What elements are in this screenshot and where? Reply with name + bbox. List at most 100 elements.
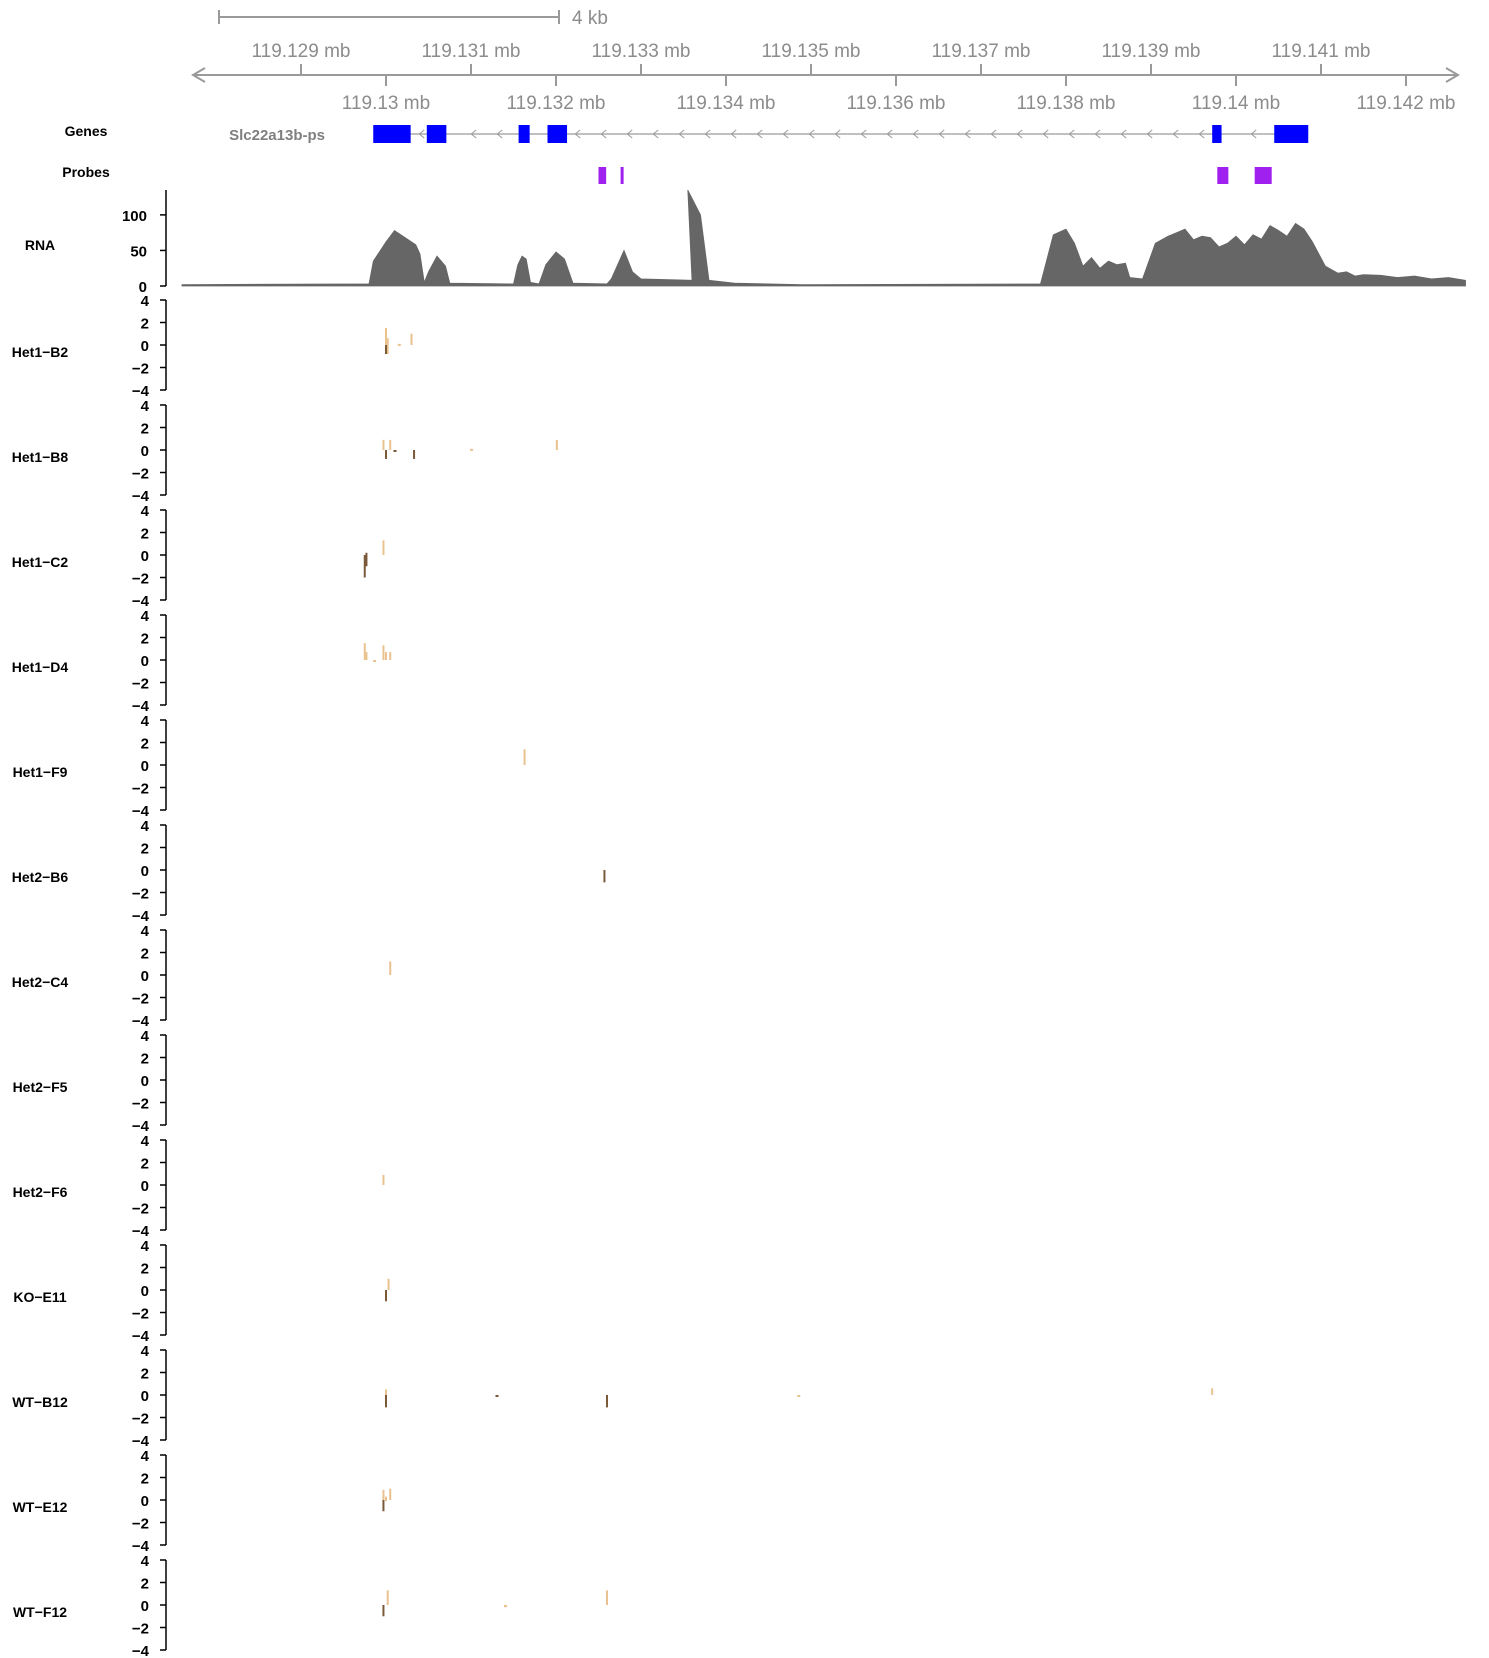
scale-bar-label: 4 kb — [572, 8, 608, 29]
scale-bar: 4 kb — [218, 8, 608, 29]
sample-y-tick-label: 2 — [141, 736, 149, 753]
strand-arrow — [1120, 129, 1127, 139]
probe-block — [1254, 167, 1272, 184]
sample-mark — [385, 1496, 387, 1502]
sample-track: 4 2 0 −2 −4 WT−B12 — [12, 1343, 1214, 1450]
sample-y-tick-label: 0 — [141, 1598, 149, 1615]
sample-mark — [363, 555, 366, 578]
probe-block — [1217, 167, 1229, 184]
sample-y-tick-label: 2 — [141, 841, 149, 858]
sample-mark — [382, 1605, 385, 1617]
sample-y-tick-label: 0 — [141, 1178, 149, 1195]
sample-mark — [385, 450, 387, 459]
sample-mark — [389, 652, 392, 660]
rna-track-label: RNA — [25, 237, 55, 253]
sample-y-tick-label: 4 — [141, 923, 150, 940]
sample-track: 4 2 0 −2 −4 WT−E12 — [13, 1448, 392, 1555]
sample-mark — [385, 1389, 387, 1395]
sample-mark — [363, 643, 366, 660]
sample-y-tick-label: 4 — [141, 1238, 150, 1255]
sample-track: 4 2 0 −2 −4 Het2−C4 — [12, 923, 392, 1030]
axis-top-tick-label: 119.139 mb — [1102, 41, 1201, 62]
sample-track-label: WT−B12 — [12, 1394, 68, 1410]
strand-arrow — [574, 129, 581, 139]
gene-exon — [426, 125, 447, 143]
probe-track — [598, 167, 1272, 184]
sample-y-tick-label: −2 — [132, 1411, 149, 1428]
gene-exon — [547, 125, 568, 143]
sample-mark — [797, 1395, 801, 1397]
sample-track: 4 2 0 −2 −4 Het2−B6 — [12, 818, 606, 925]
sample-y-tick-label: −4 — [132, 1013, 150, 1030]
strand-arrow — [1250, 129, 1257, 139]
axis-bottom-tick-label: 119.134 mb — [677, 93, 776, 114]
sample-y-tick-label: −2 — [132, 1201, 149, 1218]
sample-y-tick-label: 0 — [141, 443, 149, 460]
sample-mark — [393, 450, 397, 452]
sample-track: 4 2 0 −2 −4 WT−F12 — [13, 1553, 608, 1658]
sample-track: 4 2 0 −2 −4 Het2−F6 — [13, 1133, 385, 1240]
strand-arrow — [1042, 129, 1049, 139]
axis-bottom-tick-label: 119.14 mb — [1192, 93, 1280, 114]
sample-mark — [504, 1605, 507, 1608]
sample-mark — [495, 1395, 499, 1397]
axis-bottom-tick-label: 119.142 mb — [1357, 93, 1456, 114]
sample-y-tick-label: 0 — [141, 968, 149, 985]
axis-top-tick-label: 119.129 mb — [252, 41, 351, 62]
sample-mark — [387, 1278, 390, 1290]
sample-y-tick-label: −2 — [132, 991, 149, 1008]
rna-coverage-track: 0 50 100 — [122, 189, 1466, 296]
sample-mark — [413, 450, 416, 459]
sample-y-tick-label: −2 — [132, 1516, 149, 1533]
sample-mark — [389, 439, 392, 450]
sample-track-label: KO−E11 — [13, 1289, 67, 1305]
sample-track-label: Het1−B8 — [12, 449, 69, 465]
sample-track-label: Het2−F5 — [13, 1079, 68, 1095]
sample-mark — [606, 1395, 608, 1408]
sample-y-tick-label: 0 — [141, 338, 149, 355]
sample-y-tick-label: −2 — [132, 1306, 149, 1323]
sample-mark — [389, 1488, 392, 1500]
sample-y-tick-label: −4 — [132, 1643, 150, 1658]
sample-y-tick-label: 0 — [141, 1493, 149, 1510]
sample-y-tick-label: 4 — [141, 1553, 150, 1570]
sample-tracks: 4 2 0 −2 −4 Het1−B2 4 2 0 −2 −4 Het1−B8 4 2 0 −2 −4 Het1−… — [12, 293, 1214, 1658]
sample-y-tick-label: 0 — [141, 758, 149, 775]
sample-y-tick-label: −4 — [132, 383, 150, 400]
sample-y-tick-label: −4 — [132, 1538, 150, 1555]
sample-mark — [385, 1395, 387, 1408]
strand-arrow — [600, 129, 607, 139]
sample-y-tick-label: 2 — [141, 316, 149, 333]
axis-bottom-tick-label: 119.136 mb — [847, 93, 946, 114]
sample-y-tick-label: −4 — [132, 1328, 150, 1345]
axis-bottom-tick-label: 119.13 mb — [342, 93, 430, 114]
strand-arrow — [912, 129, 919, 139]
sample-track-label: WT−E12 — [13, 1499, 68, 1515]
sample-track-label: Het2−F6 — [13, 1184, 68, 1200]
sample-y-tick-label: 4 — [141, 608, 150, 625]
strand-arrow — [860, 129, 867, 139]
sample-y-tick-label: −4 — [132, 1118, 150, 1135]
sample-y-tick-label: 4 — [141, 713, 150, 730]
sample-mark — [389, 961, 392, 975]
sample-track: 4 2 0 −2 −4 Het1−B8 — [12, 398, 558, 505]
probe-block — [598, 167, 607, 184]
strand-arrow — [470, 129, 477, 139]
sample-y-tick-label: −2 — [132, 1621, 149, 1638]
sample-y-tick-label: 2 — [141, 1366, 149, 1383]
sample-y-tick-label: 0 — [141, 1283, 149, 1300]
sample-y-tick-label: −4 — [132, 1433, 150, 1450]
sample-mark — [606, 1590, 608, 1605]
sample-track: 4 2 0 −2 −4 Het1−B2 — [12, 293, 413, 400]
sample-mark — [603, 870, 606, 883]
sample-track-label: Het1−B2 — [12, 344, 69, 360]
strand-arrow — [418, 129, 425, 139]
sample-track-label: Het1−D4 — [12, 659, 69, 675]
axis-right-arrow — [1445, 67, 1460, 83]
sample-mark — [382, 645, 385, 660]
sample-track-label: Het2−B6 — [12, 869, 69, 885]
strand-arrow — [1068, 129, 1075, 139]
axis-top-tick-label: 119.137 mb — [932, 41, 1031, 62]
sample-mark — [382, 439, 385, 450]
